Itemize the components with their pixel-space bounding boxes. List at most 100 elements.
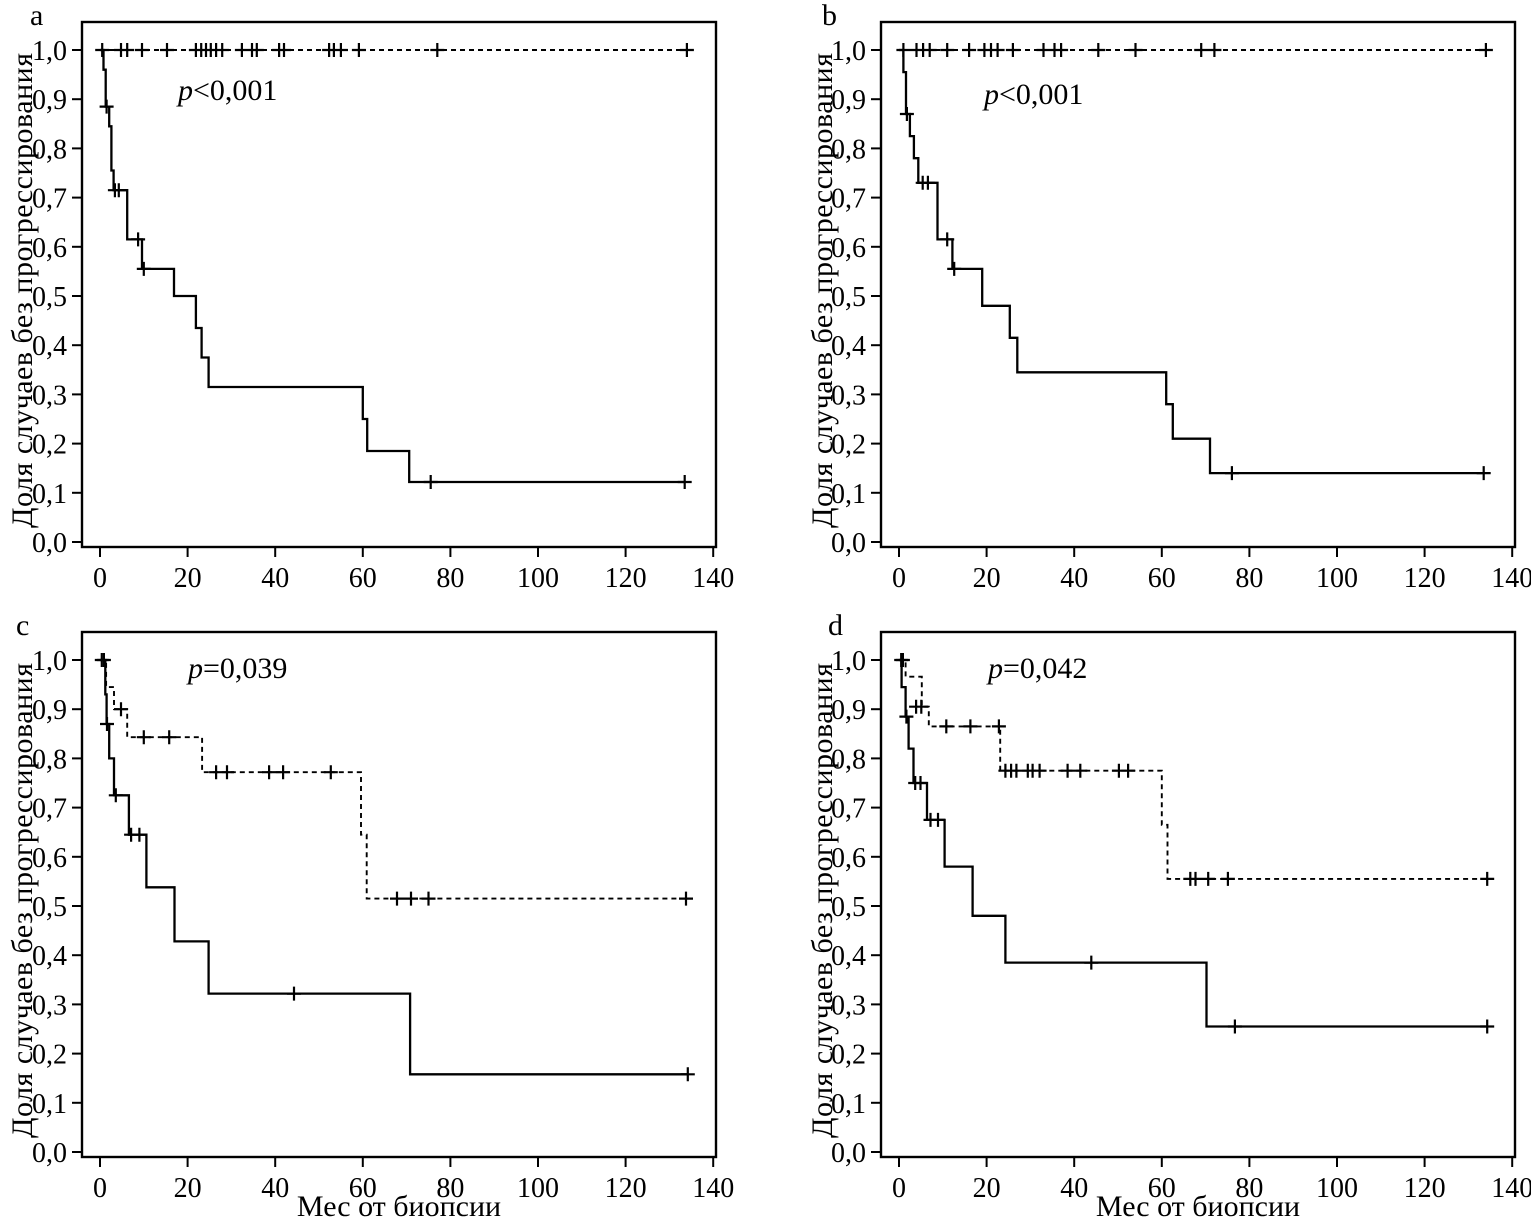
plot-area-d: 0 20 40 60 80 100 120 140 1,0 0,9 0,8 0,7 0,6 0,5 0,4 0… [831, 630, 1531, 1204]
y-tick-label: 0,0 [831, 1138, 866, 1169]
x-tick-label: 140 [1491, 1173, 1531, 1204]
plot-area-b: 0 20 40 60 80 100 120 140 1,0 0,9 0,8 0,7 0,6 0,5 0,4 0… [831, 20, 1531, 594]
solid-survival-curve [100, 658, 688, 1076]
x-tick-label: 80 [436, 1173, 464, 1204]
y-tick-label: 0,8 [831, 744, 866, 775]
y-tick-label: 0,1 [32, 479, 67, 510]
x-axis-title: Мес от биопсии [1095, 1190, 1301, 1223]
plot-frame [80, 20, 718, 549]
solid-censor-marks [94, 653, 695, 1082]
p-value-symbol: p [984, 78, 999, 111]
y-tick-label: 0,5 [831, 892, 866, 923]
p-value-symbol: p [178, 74, 193, 107]
km-panel-d: d Доля случаев без прогрессирования 0 20 4… [766, 609, 1531, 1224]
solid-censor-marks [894, 653, 1495, 1034]
x-tick-label: 60 [349, 563, 377, 594]
y-tick-label: 0,0 [32, 528, 67, 559]
x-tick-label: 60 [1148, 1173, 1176, 1204]
plot-frame [879, 630, 1517, 1159]
y-tick-label: 0,8 [831, 134, 866, 165]
p-value-number: =0,042 [1003, 652, 1088, 685]
y-tick-label: 0,4 [831, 331, 866, 362]
solid-censor-marks [99, 99, 692, 489]
x-axis-title: Мес от биопсии [296, 1190, 502, 1223]
x-tick-label: 80 [1235, 1173, 1263, 1204]
solid-censor-marks [899, 107, 1491, 481]
y-tick-label: 1,0 [32, 646, 67, 677]
y-tick-label: 0,7 [831, 794, 866, 825]
y-tick-label: 0,2 [831, 1040, 866, 1071]
y-tick-label: 0,5 [831, 282, 866, 313]
x-tick-label: 120 [605, 1173, 647, 1204]
x-tick-label: 0 [93, 1173, 107, 1204]
x-tick-label: 40 [1060, 1173, 1088, 1204]
p-value: p=0,039 [188, 652, 287, 686]
x-tick-label: 100 [1316, 563, 1358, 594]
y-tick-label: 0,4 [831, 941, 866, 972]
plot-area-a: 0 20 40 60 80 100 120 140 1,0 0,9 0,8 0,7 0,6 0,5 0,4 0… [32, 20, 734, 594]
y-tick-label: 0,0 [32, 1138, 67, 1169]
plot-area-c: 0 20 40 60 80 100 120 140 1,0 0,9 0,8 0,7 0,6 0,5 0,4 0… [32, 630, 734, 1204]
panel-letter-d: d [828, 609, 843, 642]
panel-letter-c: c [16, 609, 30, 642]
x-tick-label: 60 [1148, 563, 1176, 594]
y-tick-label: 0,9 [831, 695, 866, 726]
p-value-number: =0,039 [203, 652, 288, 685]
y-tick-label: 0,6 [32, 233, 67, 264]
km-panel-a: a Доля случаев без прогрессирования 0 20 4… [0, 0, 765, 610]
p-value: p<0,001 [178, 74, 277, 108]
y-tick-label: 0,6 [831, 233, 866, 264]
km-panel-b: b Доля случаев без прогрессирования 0 20 4… [766, 0, 1531, 610]
x-tick-label: 100 [517, 1173, 559, 1204]
y-tick-label: 0,5 [32, 282, 67, 313]
x-tick-label: 0 [93, 563, 107, 594]
x-tick-label: 40 [1060, 563, 1088, 594]
solid-survival-curve [899, 658, 1488, 1028]
y-tick-label: 0,8 [32, 134, 67, 165]
y-tick-label: 0,6 [831, 843, 866, 874]
p-value-symbol: p [988, 652, 1003, 685]
y-tick-label: 0,9 [831, 85, 866, 116]
y-tick-label: 0,0 [831, 528, 866, 559]
plot-frame [80, 630, 718, 1159]
x-tick-label: 100 [1316, 1173, 1358, 1204]
p-value-number: <0,001 [193, 74, 278, 107]
x-tick-label: 0 [892, 563, 906, 594]
x-tick-label: 120 [1404, 1173, 1446, 1204]
p-value-number: <0,001 [999, 78, 1084, 111]
x-tick-label: 20 [973, 1173, 1001, 1204]
dashed-censor-marks [96, 653, 693, 906]
x-tick-label: 80 [436, 563, 464, 594]
y-tick-label: 0,1 [32, 1089, 67, 1120]
plot-frame [879, 20, 1517, 549]
panel-letter-a: a [30, 0, 44, 32]
y-tick-label: 1,0 [32, 36, 67, 67]
y-tick-label: 0,8 [32, 744, 67, 775]
y-tick-label: 0,6 [32, 843, 67, 874]
dashed-survival-curve [100, 659, 686, 900]
x-tick-label: 20 [973, 563, 1001, 594]
solid-survival-curve [100, 48, 685, 484]
x-tick-label: 140 [692, 1173, 734, 1204]
y-tick-label: 0,2 [831, 430, 866, 461]
y-tick-label: 0,5 [32, 892, 67, 923]
y-tick-label: 0,2 [32, 1040, 67, 1071]
dashed-censor-marks [895, 653, 1495, 886]
x-tick-label: 0 [892, 1173, 906, 1204]
y-tick-label: 0,3 [32, 990, 67, 1021]
y-tick-label: 0,3 [32, 380, 67, 411]
x-tick-label: 20 [174, 563, 202, 594]
x-tick-label: 120 [1404, 563, 1446, 594]
y-tick-label: 0,4 [32, 941, 67, 972]
x-tick-label: 40 [261, 563, 289, 594]
y-tick-label: 0,9 [32, 85, 67, 116]
y-tick-label: 0,1 [831, 479, 866, 510]
y-tick-label: 0,7 [32, 794, 67, 825]
y-tick-label: 0,9 [32, 695, 67, 726]
solid-survival-curve [899, 48, 1484, 475]
x-tick-label: 100 [517, 563, 559, 594]
panel-letter-b: b [822, 0, 837, 32]
x-tick-label: 40 [261, 1173, 289, 1204]
y-tick-label: 0,3 [831, 990, 866, 1021]
